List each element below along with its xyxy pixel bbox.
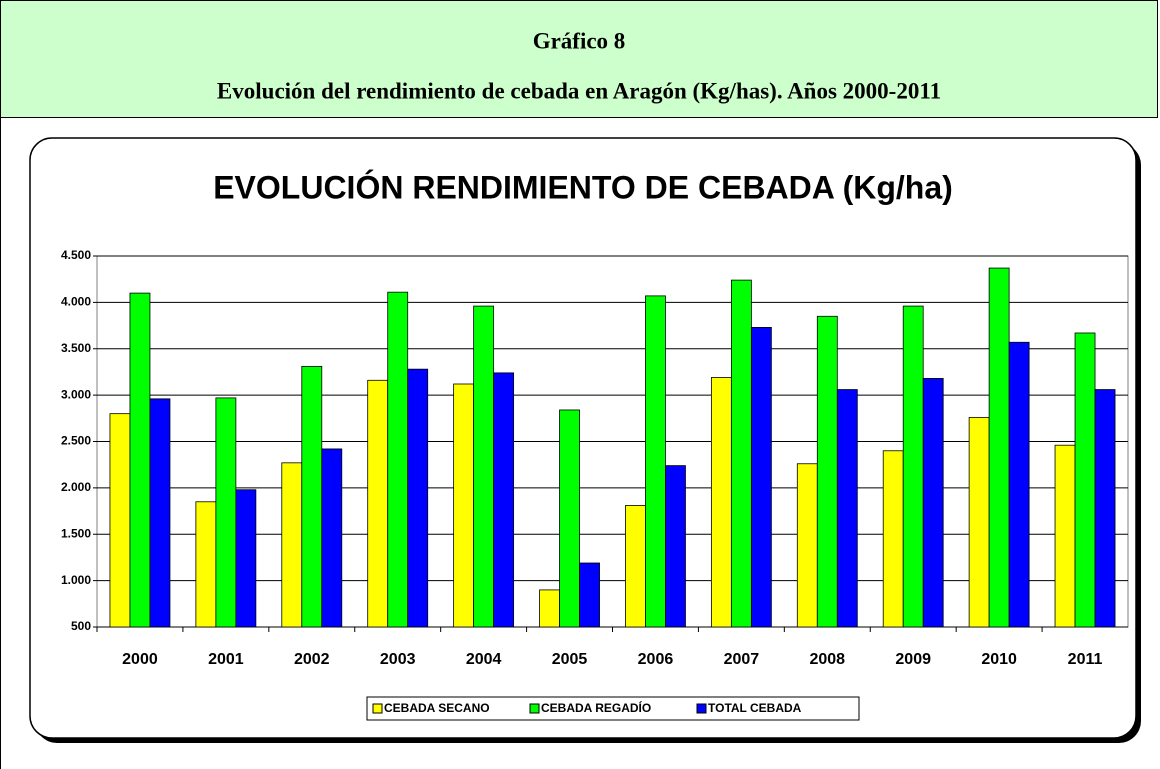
legend-label: CEBADA REGADÍO <box>541 700 651 715</box>
bar <box>988 267 1010 628</box>
y-tick-label: 3.000 <box>61 387 91 401</box>
x-tick-label: 2000 <box>122 651 158 668</box>
x-tick-label: 2009 <box>895 651 931 668</box>
bar <box>301 365 323 628</box>
y-tick-label: 1.000 <box>61 573 91 587</box>
bar <box>730 279 752 628</box>
chart-title: EVOLUCIÓN RENDIMIENTO DE CEBADA (Kg/ha) <box>213 169 953 205</box>
y-tick-label: 2.000 <box>61 480 91 494</box>
y-tick-label: 4.000 <box>61 295 91 309</box>
y-tick-label: 3.500 <box>61 341 91 355</box>
bar <box>473 305 495 628</box>
y-tick-label: 4.500 <box>61 248 91 262</box>
bar <box>539 589 560 628</box>
bar <box>1094 389 1116 628</box>
header-title: Gráfico 8 <box>533 28 626 53</box>
legend-label: TOTAL CEBADA <box>708 701 802 715</box>
bar <box>796 463 818 628</box>
bar <box>235 489 257 628</box>
bar <box>149 398 171 628</box>
x-tick-label: 2005 <box>552 651 588 668</box>
legend-swatch <box>696 703 707 714</box>
y-tick-label: 2.500 <box>61 434 91 448</box>
bar <box>665 465 686 628</box>
bar <box>579 562 600 628</box>
legend-box <box>366 696 860 721</box>
x-tick-label: 2007 <box>724 651 760 668</box>
bar <box>710 377 732 628</box>
bar <box>922 378 944 628</box>
bar <box>816 315 838 628</box>
x-tick-label: 2008 <box>809 651 845 668</box>
x-tick-label: 2006 <box>638 651 674 668</box>
bar <box>645 295 666 628</box>
legend-swatch <box>529 703 540 714</box>
bar <box>129 292 151 628</box>
x-tick-label: 2002 <box>294 651 330 668</box>
bar <box>902 305 924 628</box>
y-tick-label: 500 <box>71 619 91 633</box>
header-subtitle: Evolución del rendimiento de cebada en A… <box>217 78 941 103</box>
x-tick-label: 2004 <box>466 651 502 668</box>
x-tick-label: 2003 <box>380 651 416 668</box>
bar <box>625 505 646 628</box>
bar <box>1074 332 1096 628</box>
bar <box>1008 341 1030 628</box>
bar <box>387 291 409 628</box>
bar <box>836 389 858 628</box>
y-tick-label: 1.500 <box>61 526 91 540</box>
x-tick-label: 2010 <box>981 651 1017 668</box>
bar <box>215 397 237 628</box>
bar <box>968 416 990 628</box>
x-tick-label: 2001 <box>208 651 244 668</box>
bar <box>109 413 131 628</box>
bar <box>493 372 515 628</box>
legend-label: CEBADA SECANO <box>384 701 490 715</box>
bar <box>750 327 772 628</box>
bar <box>407 368 429 628</box>
bar <box>559 409 580 628</box>
bar <box>321 448 343 628</box>
x-tick-label: 2011 <box>1068 651 1103 668</box>
bar <box>367 379 389 628</box>
bar <box>882 450 904 628</box>
bar <box>195 501 217 628</box>
bar <box>1054 444 1076 628</box>
bar <box>453 383 475 628</box>
header-box <box>0 0 1158 118</box>
legend-swatch <box>372 703 383 714</box>
bar <box>281 462 303 628</box>
